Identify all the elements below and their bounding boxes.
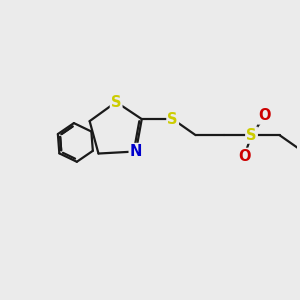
- Text: S: S: [246, 128, 257, 142]
- Text: O: O: [238, 149, 250, 164]
- Text: N: N: [130, 144, 142, 159]
- Text: S: S: [111, 94, 122, 110]
- Text: S: S: [167, 112, 178, 127]
- Text: O: O: [259, 109, 271, 124]
